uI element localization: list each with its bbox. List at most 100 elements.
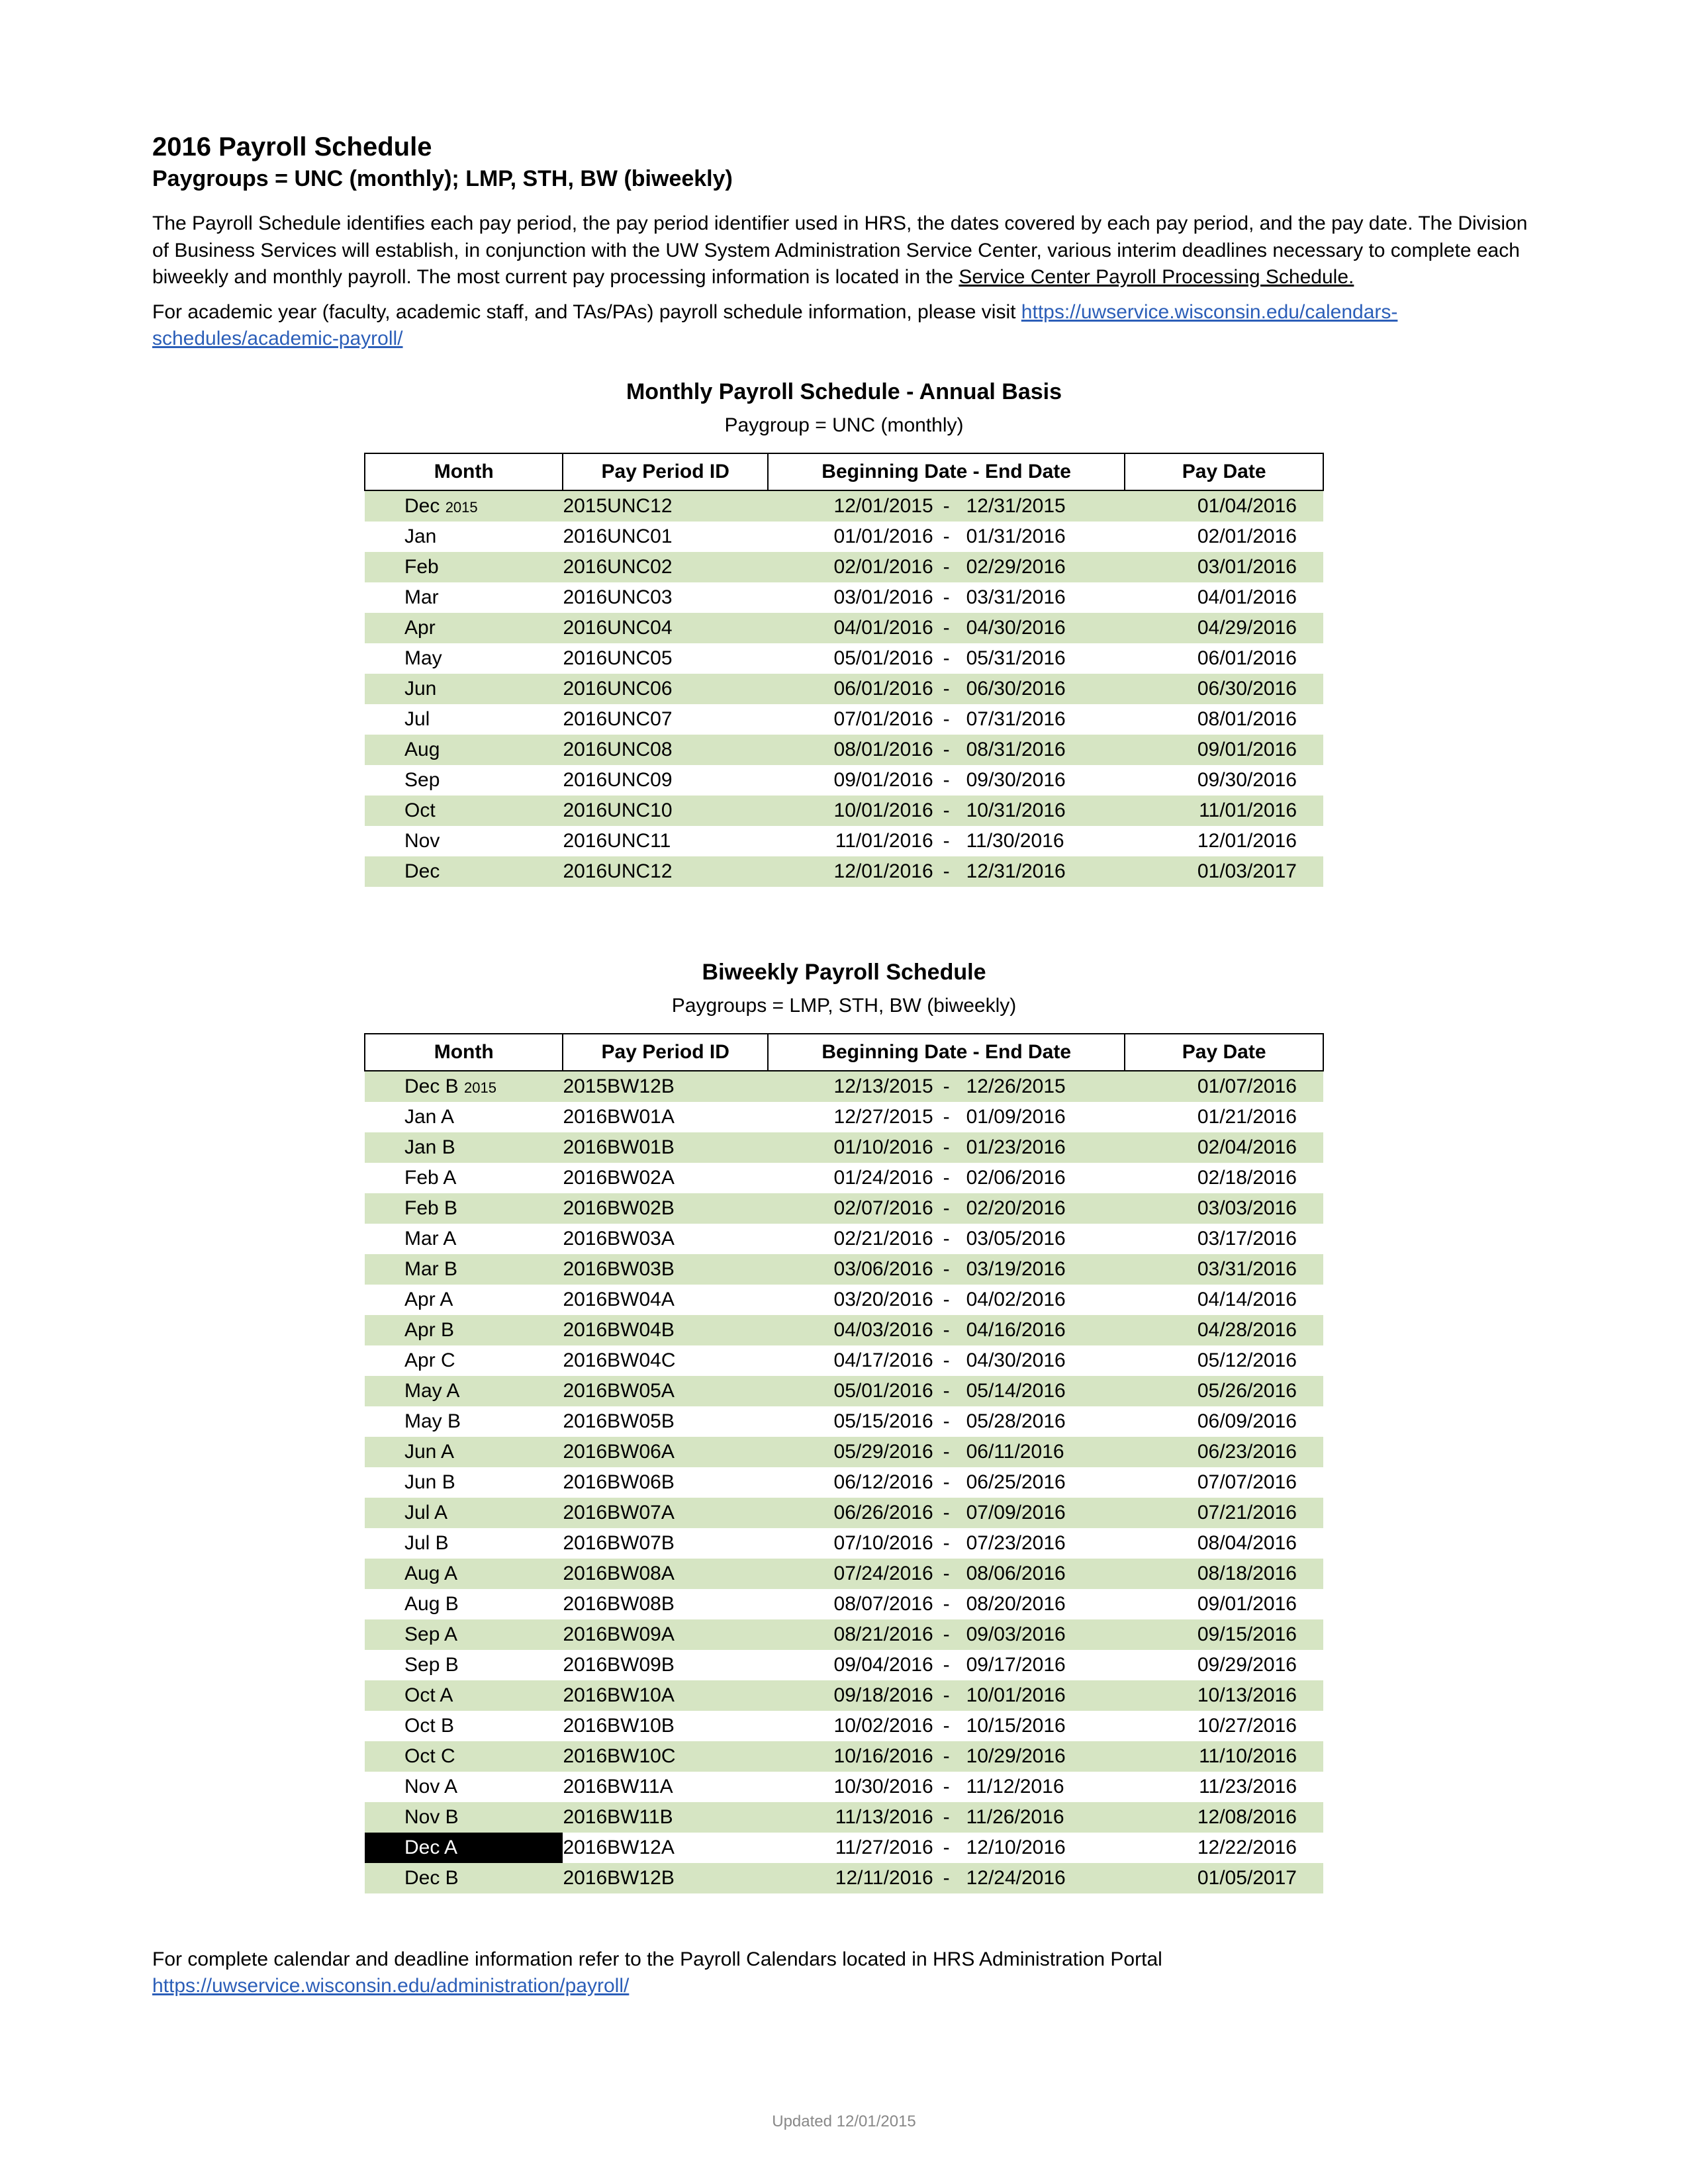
cell-month: Jan	[365, 522, 563, 552]
cell-payperiod-id: 2016UNC01	[563, 522, 768, 552]
cell-payperiod-id: 2015UNC12	[563, 490, 768, 522]
cell-month: Feb B	[365, 1193, 563, 1224]
cell-pay-date: 10/13/2016	[1125, 1680, 1323, 1711]
cell-begin-date: 05/01/2016	[768, 643, 933, 674]
cell-month: Mar A	[365, 1224, 563, 1254]
table-row: Dec A 2016BW12A11/27/2016-12/10/201612/2…	[365, 1833, 1323, 1863]
cell-payperiod-id: 2016BW06B	[563, 1467, 768, 1498]
cell-pay-date: 01/03/2017	[1125, 856, 1323, 887]
cell-end-date: 04/30/2016	[960, 1345, 1125, 1376]
cell-end-date: 03/19/2016	[960, 1254, 1125, 1285]
table-row: Apr 2016UNC0404/01/2016-04/30/201604/29/…	[365, 613, 1323, 643]
cell-month: Feb A	[365, 1163, 563, 1193]
col-month: Month	[365, 1034, 563, 1071]
cell-month-year: 2015	[464, 1079, 496, 1096]
cell-month: Sep	[365, 765, 563, 796]
cell-end-date: 12/31/2016	[960, 856, 1125, 887]
cell-dash: -	[933, 1345, 960, 1376]
table-row: Mar B 2016BW03B03/06/2016-03/19/201603/3…	[365, 1254, 1323, 1285]
table-row: Feb 2016UNC0202/01/2016-02/29/201603/01/…	[365, 552, 1323, 582]
cell-month: Jul A	[365, 1498, 563, 1528]
cell-begin-date: 11/01/2016	[768, 826, 933, 856]
cell-begin-date: 05/15/2016	[768, 1406, 933, 1437]
cell-begin-date: 12/01/2015	[768, 490, 933, 522]
table-row: Jan 2016UNC0101/01/2016-01/31/201602/01/…	[365, 522, 1323, 552]
cell-end-date: 02/06/2016	[960, 1163, 1125, 1193]
table-row: Oct C 2016BW10C10/16/2016-10/29/201611/1…	[365, 1741, 1323, 1772]
cell-dash: -	[933, 1406, 960, 1437]
cell-payperiod-id: 2016UNC05	[563, 643, 768, 674]
cell-payperiod-id: 2016BW06A	[563, 1437, 768, 1467]
cell-pay-date: 08/04/2016	[1125, 1528, 1323, 1559]
cell-pay-date: 03/17/2016	[1125, 1224, 1323, 1254]
admin-payroll-link[interactable]: https://uwservice.wisconsin.edu/administ…	[152, 1975, 629, 1997]
intro-text-2: For academic year (faculty, academic sta…	[152, 301, 1021, 323]
col-paydate: Pay Date	[1125, 453, 1323, 490]
cell-pay-date: 09/15/2016	[1125, 1619, 1323, 1650]
cell-month: Jun A	[365, 1437, 563, 1467]
cell-month: Nov	[365, 826, 563, 856]
cell-dash: -	[933, 1437, 960, 1467]
cell-end-date: 07/09/2016	[960, 1498, 1125, 1528]
cell-payperiod-id: 2016BW08B	[563, 1589, 768, 1619]
cell-dash: -	[933, 704, 960, 735]
cell-dash: -	[933, 1376, 960, 1406]
cell-payperiod-id: 2016BW12A	[563, 1833, 768, 1863]
cell-begin-date: 02/01/2016	[768, 552, 933, 582]
cell-dash: -	[933, 1498, 960, 1528]
cell-end-date: 10/15/2016	[960, 1711, 1125, 1741]
cell-pay-date: 06/30/2016	[1125, 674, 1323, 704]
cell-begin-date: 03/20/2016	[768, 1285, 933, 1315]
table-row: Mar 2016UNC0303/01/2016-03/31/201604/01/…	[365, 582, 1323, 613]
table-row: Jan B 2016BW01B01/10/2016-01/23/201602/0…	[365, 1132, 1323, 1163]
cell-month: Dec B	[365, 1863, 563, 1893]
cell-pay-date: 12/22/2016	[1125, 1833, 1323, 1863]
cell-pay-date: 08/01/2016	[1125, 704, 1323, 735]
table-row: May A 2016BW05A05/01/2016-05/14/201605/2…	[365, 1376, 1323, 1406]
cell-pay-date: 11/23/2016	[1125, 1772, 1323, 1802]
cell-end-date: 11/30/2016	[960, 826, 1125, 856]
cell-dash: -	[933, 1619, 960, 1650]
cell-payperiod-id: 2016BW04A	[563, 1285, 768, 1315]
cell-payperiod-id: 2016UNC11	[563, 826, 768, 856]
cell-payperiod-id: 2016BW02A	[563, 1163, 768, 1193]
cell-end-date: 02/29/2016	[960, 552, 1125, 582]
cell-end-date: 07/23/2016	[960, 1528, 1125, 1559]
cell-end-date: 08/31/2016	[960, 735, 1125, 765]
cell-dash: -	[933, 1132, 960, 1163]
cell-end-date: 08/06/2016	[960, 1559, 1125, 1589]
cell-pay-date: 02/18/2016	[1125, 1163, 1323, 1193]
cell-begin-date: 05/29/2016	[768, 1437, 933, 1467]
table-row: Oct 2016UNC1010/01/2016-10/31/201611/01/…	[365, 796, 1323, 826]
cell-end-date: 10/01/2016	[960, 1680, 1125, 1711]
cell-month: Dec A	[365, 1833, 563, 1863]
cell-month: Aug A	[365, 1559, 563, 1589]
cell-payperiod-id: 2016UNC02	[563, 552, 768, 582]
cell-dash: -	[933, 1163, 960, 1193]
cell-month: Jun B	[365, 1467, 563, 1498]
cell-dash: -	[933, 490, 960, 522]
cell-end-date: 11/12/2016	[960, 1772, 1125, 1802]
cell-end-date: 12/24/2016	[960, 1863, 1125, 1893]
cell-end-date: 07/31/2016	[960, 704, 1125, 735]
cell-end-date: 12/31/2015	[960, 490, 1125, 522]
cell-pay-date: 06/23/2016	[1125, 1437, 1323, 1467]
cell-dash: -	[933, 796, 960, 826]
cell-begin-date: 12/13/2015	[768, 1071, 933, 1102]
cell-begin-date: 10/30/2016	[768, 1772, 933, 1802]
cell-dash: -	[933, 1254, 960, 1285]
intro-para-1: The Payroll Schedule identifies each pay…	[152, 210, 1536, 291]
cell-pay-date: 06/01/2016	[1125, 643, 1323, 674]
table-row: Jan A 2016BW01A12/27/2015-01/09/201601/2…	[365, 1102, 1323, 1132]
cell-pay-date: 11/10/2016	[1125, 1741, 1323, 1772]
col-payperiod-id: Pay Period ID	[563, 453, 768, 490]
cell-payperiod-id: 2016UNC04	[563, 613, 768, 643]
table-row: Jun 2016UNC0606/01/2016-06/30/201606/30/…	[365, 674, 1323, 704]
footer-note: For complete calendar and deadline infor…	[152, 1946, 1536, 2000]
cell-payperiod-id: 2016BW04C	[563, 1345, 768, 1376]
cell-month: Jul	[365, 704, 563, 735]
cell-begin-date: 12/01/2016	[768, 856, 933, 887]
intro-block: The Payroll Schedule identifies each pay…	[152, 210, 1536, 353]
table-row: Aug A 2016BW08A07/24/2016-08/06/201608/1…	[365, 1559, 1323, 1589]
cell-month: Jul B	[365, 1528, 563, 1559]
